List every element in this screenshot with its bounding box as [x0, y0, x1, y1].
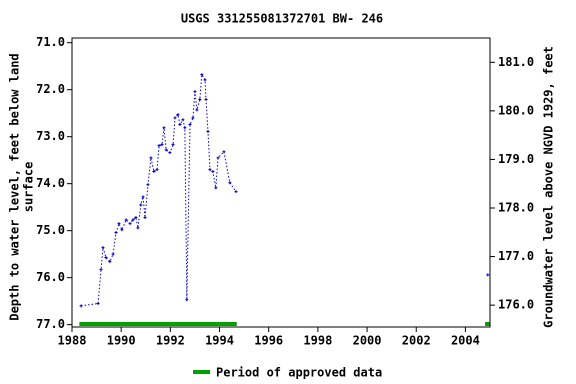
data-point [117, 222, 121, 226]
y-tick-label: 76.0 [36, 270, 65, 284]
data-point [168, 151, 172, 155]
plot-frame [71, 37, 491, 328]
data-point [234, 190, 238, 194]
data-point [120, 228, 124, 232]
data-point [160, 143, 164, 147]
data-point [157, 144, 161, 148]
y-tick-label: 74.0 [36, 176, 65, 190]
y-axis-title: Depth to water level, feet below land [8, 53, 22, 320]
x-tick-label: 1998 [303, 334, 332, 348]
data-point [191, 116, 195, 120]
data-point [181, 118, 185, 122]
data-point [79, 304, 83, 308]
data-point [104, 255, 108, 259]
data-point [198, 98, 202, 102]
data-point [188, 122, 192, 126]
approved-period [79, 322, 237, 326]
data-point [124, 218, 128, 222]
data-point [111, 252, 115, 256]
data-line [81, 75, 488, 306]
data-point [222, 150, 226, 154]
data-point [211, 169, 215, 173]
data-point [134, 216, 138, 220]
data-point [203, 78, 207, 82]
approved-period [485, 322, 490, 326]
x-tick-label: 2002 [402, 334, 431, 348]
data-point [155, 168, 159, 172]
data-point [114, 231, 118, 235]
data-point [108, 260, 112, 264]
y2-tick-label: 179.0 [498, 152, 534, 166]
data-point [164, 148, 168, 152]
chart-title: USGS 331255081372701 BW- 246 [181, 12, 383, 26]
data-point [136, 226, 140, 230]
data-point [173, 116, 177, 120]
y-tick-label: 75.0 [36, 223, 65, 237]
data-point [200, 73, 204, 77]
data-point [99, 268, 103, 272]
data-point [96, 302, 100, 306]
data-point [128, 222, 132, 226]
data-point [228, 181, 232, 185]
data-point [216, 156, 220, 160]
y2-tick-label: 178.0 [498, 201, 534, 215]
data-point [139, 203, 143, 207]
y-tick-label: 77.0 [36, 317, 65, 331]
data-point [101, 246, 105, 250]
y-axis-title: surface [22, 162, 36, 213]
data-point [176, 113, 180, 117]
data-point [143, 216, 147, 220]
data-point [149, 156, 153, 160]
y-tick-label: 71.0 [36, 35, 65, 49]
y2-tick-label: 176.0 [498, 298, 534, 312]
x-tick-label: 1996 [254, 334, 283, 348]
data-point [171, 143, 175, 147]
data-point [185, 298, 189, 302]
data-point [214, 186, 218, 190]
data-point [152, 169, 156, 173]
y-tick-label: 73.0 [36, 129, 65, 143]
x-tick-label: 1994 [205, 334, 234, 348]
x-tick-label: 1990 [107, 334, 136, 348]
y2-axis-title: Groundwater level above NGVD 1929, feet [542, 46, 556, 328]
data-point [195, 108, 199, 112]
data-point [183, 126, 187, 130]
y2-tick-label: 177.0 [498, 249, 534, 263]
data-point [206, 130, 210, 134]
data-point [131, 218, 135, 222]
x-tick-label: 2000 [353, 334, 382, 348]
data-point [208, 168, 212, 172]
legend-label: Period of approved data [216, 366, 382, 380]
data-point [141, 195, 145, 199]
data-point [486, 273, 490, 277]
data-point [193, 90, 197, 94]
x-tick-label: 1992 [156, 334, 185, 348]
data-point [146, 183, 150, 187]
x-tick-label: 1988 [58, 334, 87, 348]
data-point [204, 98, 208, 102]
y2-tick-label: 180.0 [498, 103, 534, 117]
y-tick-label: 72.0 [36, 82, 65, 96]
x-tick-label: 2004 [451, 334, 480, 348]
y2-tick-label: 181.0 [498, 55, 534, 69]
data-point [162, 126, 166, 130]
data-point [178, 122, 182, 126]
